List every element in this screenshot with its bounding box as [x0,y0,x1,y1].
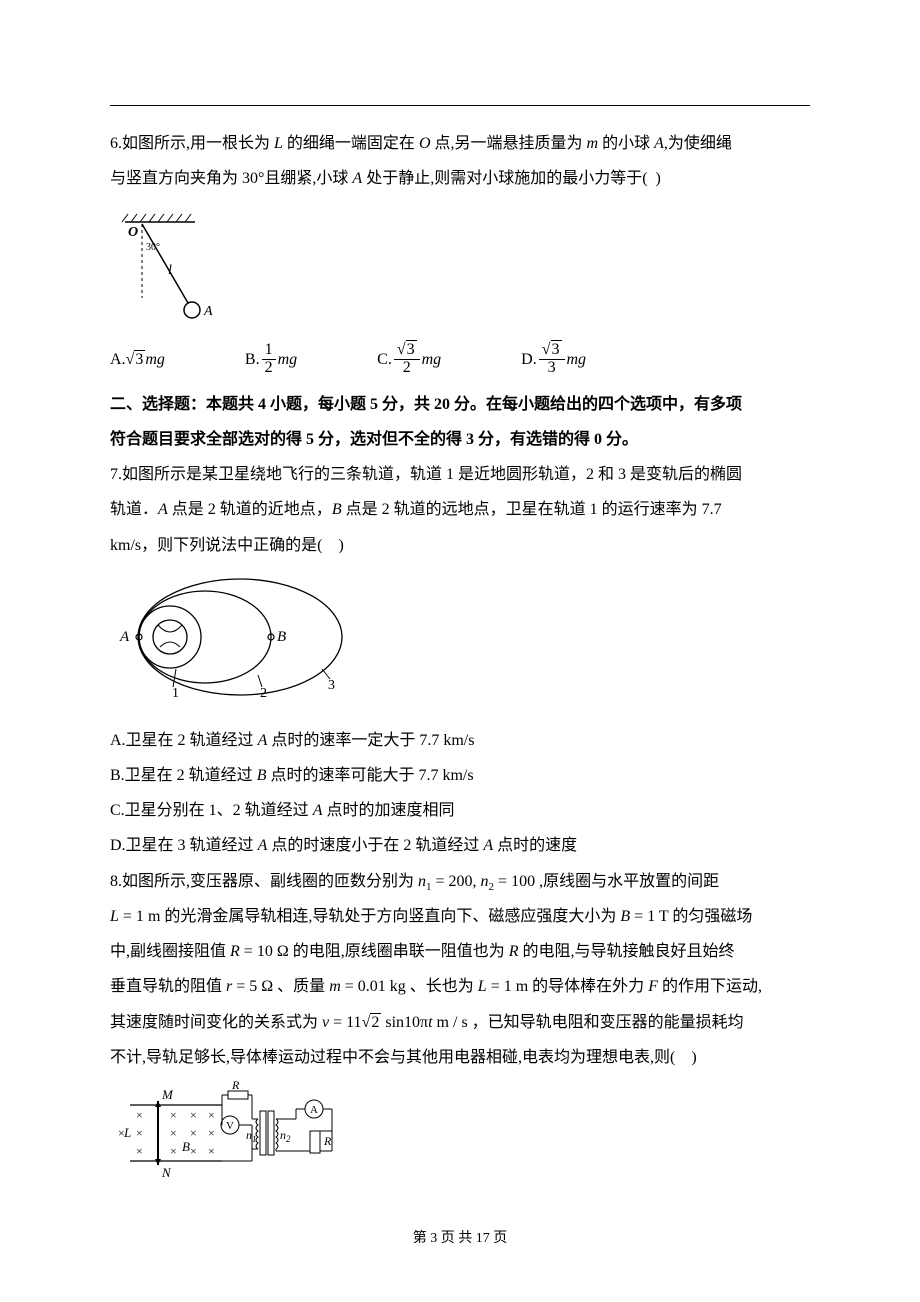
q8-line1: 8.如图所示,变压器原、副线圈的匝数分别为 n1 = 200, n2 = 100… [110,864,810,899]
svg-text:×: × [208,1144,215,1158]
opt-suffix: mg [422,342,442,377]
q8-line6: 不计,导轨足够长,导体棒运动过程中不会与其他用电器相碰,电表均为理想电表,则( … [110,1040,810,1075]
q6-svg: 30° l O A [110,202,220,322]
svg-text:×: × [208,1108,215,1122]
svg-text:N: N [161,1165,172,1180]
opt-prefix: A. [110,342,126,377]
svg-text:V: V [226,1120,234,1132]
svg-text:R: R [231,1081,240,1092]
q8-svg: ×××× ×××× ×××× M N × L B R V [110,1081,340,1181]
svg-text:×: × [190,1126,197,1140]
sqrt-icon: √3 [126,342,146,377]
q6-line2: 与竖直方向夹角为 30°且绷紧,小球 A 处于静止,则需对小球施加的最小力等于(… [110,161,810,196]
q6-O-label: O [128,225,138,240]
q7-svg: A B 1 2 3 [110,569,350,704]
q7-optA: A.卫星在 2 轨道经过 A 点时的速率一定大于 7.7 km/s [110,723,810,758]
svg-text:×: × [170,1144,177,1158]
svg-text:B: B [182,1139,190,1154]
svg-text:×: × [136,1126,143,1140]
svg-text:×: × [136,1144,143,1158]
q6-opt-A: A. √3mg [110,342,165,377]
fraction: √3 2 [394,342,420,377]
opt-suffix: mg [278,342,298,377]
q6-line1: 6.如图所示,用一根长为 L 的细绳一端固定在 O 点,另一端悬挂质量为 m 的… [110,126,810,161]
q8-line5: 其速度随时间变化的关系式为 v = 11√2 sin10πt m / s ，已知… [110,1005,810,1040]
opt-suffix: mg [145,342,165,377]
q7-optD: D.卫星在 3 轨道经过 A 点的时速度小于在 2 轨道经过 A 点时的速度 [110,828,810,863]
q6-A-label: A [203,304,213,319]
q6-l-label: l [168,263,172,278]
q8-line3: 中,副线圈接阻值 R = 10 Ω 的电阻,原线圈串联一阻值也为 R 的电阻,与… [110,934,810,969]
q8-line2: L = 1 m 的光滑金属导轨相连,导轨处于方向竖直向下、磁感应强度大小为 B … [110,899,810,934]
q6-opt-D: D. √3 3 mg [521,342,586,377]
svg-text:n2: n2 [280,1128,291,1144]
q6-angle-label: 30° [146,242,160,253]
svg-text:×: × [136,1108,143,1122]
page-footer: 第 3 页 共 17 页 [110,1224,810,1255]
q6-figure: 30° l O A [110,202,810,335]
section2-line1: 二、选择题：本题共 4 小题，每小题 5 分，共 20 分。在每小题给出的四个选… [110,387,810,422]
page: 6.如图所示,用一根长为 L 的细绳一端固定在 O 点,另一端悬挂质量为 m 的… [0,0,920,1295]
q7-optB: B.卫星在 2 轨道经过 B 点时的速率可能大于 7.7 km/s [110,758,810,793]
svg-text:×: × [170,1108,177,1122]
section2-line2: 符合题目要求全部选对的得 5 分，选对但不全的得 3 分，有选错的得 0 分。 [110,422,810,457]
q8-line4: 垂直导轨的阻值 r = 5 Ω 、质量 m = 0.01 kg 、长也为 L =… [110,969,810,1004]
svg-text:×: × [208,1126,215,1140]
q7-2-label: 2 [260,686,267,701]
svg-text:×: × [190,1108,197,1122]
opt-suffix: mg [567,342,587,377]
svg-text:L: L [123,1125,131,1140]
svg-text:×: × [170,1126,177,1140]
q6-opt-C: C. √3 2 mg [377,342,441,377]
svg-text:A: A [310,1104,318,1116]
q7-A-label: A [119,629,130,645]
q6-options: A. √3mg B. 1 2 mg C. √3 2 mg D. √3 3 mg [110,342,810,377]
opt-prefix: D. [521,342,537,377]
opt-prefix: B. [245,342,260,377]
q7-line3: km/s，则下列说法中正确的是( ) [110,528,810,563]
opt-prefix: C. [377,342,392,377]
q7-3-label: 3 [328,678,335,693]
q7-1-label: 1 [172,686,179,701]
svg-text:M: M [161,1087,174,1102]
q7-line2: 轨道．A 点是 2 轨道的近地点，B 点是 2 轨道的远地点，卫星在轨道 1 的… [110,492,810,527]
fraction: √3 3 [539,342,565,377]
sqrt-icon: √2 [362,1013,382,1031]
q7-line1: 7.如图所示是某卫星绕地飞行的三条轨道，轨道 1 是近地圆形轨道，2 和 3 是… [110,457,810,492]
q8-figure: ×××× ×××× ×××× M N × L B R V [110,1081,810,1194]
top-rule [110,105,810,106]
q7-B-label: B [277,629,286,645]
svg-text:n1: n1 [246,1128,257,1144]
fraction: 1 2 [262,342,276,377]
q6-opt-B: B. 1 2 mg [245,342,297,377]
svg-text:×: × [190,1144,197,1158]
svg-text:R: R [323,1134,332,1148]
q7-optC: C.卫星分别在 1、2 轨道经过 A 点时的加速度相同 [110,793,810,828]
q7-figure: A B 1 2 3 [110,569,810,717]
